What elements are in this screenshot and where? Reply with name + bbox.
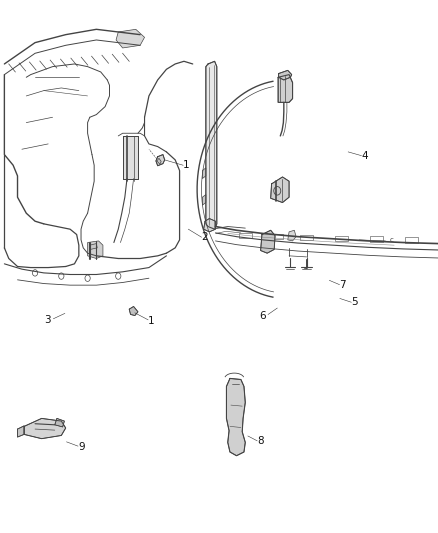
Polygon shape (300, 235, 313, 240)
Polygon shape (202, 168, 206, 179)
Polygon shape (129, 306, 138, 316)
Polygon shape (226, 378, 245, 456)
Polygon shape (261, 230, 275, 253)
Polygon shape (157, 158, 161, 164)
Text: c: c (390, 237, 394, 244)
Polygon shape (278, 75, 293, 102)
Text: 8: 8 (257, 436, 264, 446)
Text: 9: 9 (79, 442, 85, 451)
Polygon shape (288, 230, 296, 241)
Polygon shape (279, 70, 292, 80)
Polygon shape (269, 234, 283, 239)
Polygon shape (88, 241, 103, 259)
Polygon shape (156, 155, 165, 166)
Text: 1: 1 (148, 317, 155, 326)
Text: 3: 3 (44, 315, 50, 325)
Polygon shape (335, 236, 348, 241)
Polygon shape (206, 61, 217, 229)
Polygon shape (90, 244, 97, 249)
Text: 6: 6 (260, 311, 266, 321)
Text: 1: 1 (183, 160, 190, 170)
Polygon shape (370, 237, 383, 242)
Text: 5: 5 (351, 297, 358, 307)
Polygon shape (18, 426, 24, 437)
Polygon shape (202, 195, 206, 205)
Text: 2: 2 (201, 232, 208, 242)
Polygon shape (271, 177, 289, 203)
Polygon shape (405, 237, 418, 243)
Polygon shape (55, 418, 64, 427)
Polygon shape (116, 29, 145, 48)
Polygon shape (123, 136, 138, 179)
Text: 4: 4 (361, 151, 368, 160)
Polygon shape (204, 219, 215, 232)
Polygon shape (24, 418, 66, 439)
Text: 7: 7 (339, 280, 346, 289)
Polygon shape (239, 233, 252, 238)
